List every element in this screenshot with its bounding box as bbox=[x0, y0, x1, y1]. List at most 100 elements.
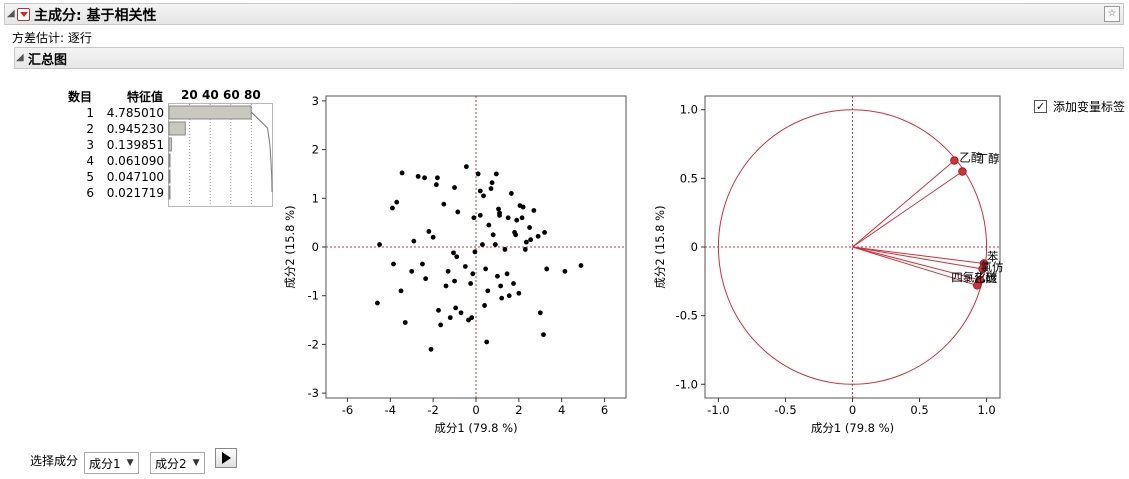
eigen-row-number: 1 bbox=[86, 106, 94, 120]
component-x-select[interactable]: 成分1 ▼ bbox=[84, 452, 139, 474]
score-point bbox=[433, 182, 439, 188]
score-point bbox=[537, 310, 543, 316]
col-number-header: 数目 bbox=[68, 90, 93, 104]
score-point bbox=[468, 281, 474, 286]
score-point bbox=[520, 204, 526, 210]
eigen-row-value: 0.021719 bbox=[106, 186, 164, 200]
collapse-triangle-icon[interactable]: ◢ bbox=[16, 52, 24, 63]
score-x-tick-label: 0 bbox=[472, 403, 479, 417]
score-point bbox=[506, 293, 512, 299]
eigen-bar bbox=[168, 185, 171, 200]
score-y-tick-label: 2 bbox=[312, 143, 319, 157]
score-point bbox=[544, 266, 550, 272]
score-point bbox=[531, 208, 537, 213]
component-y-select[interactable]: 成分2 ▼ bbox=[150, 452, 205, 474]
report-title: 主成分: 基于相关性 bbox=[34, 8, 157, 24]
loading-point bbox=[978, 264, 987, 274]
loading-y-tick-label: -1.0 bbox=[676, 377, 698, 391]
score-point bbox=[472, 249, 478, 255]
loading-y-tick-label: -0.5 bbox=[676, 309, 698, 323]
score-point bbox=[542, 229, 547, 235]
score-point bbox=[504, 271, 510, 277]
eigen-row-value: 0.945230 bbox=[106, 122, 164, 136]
loading-x-tick-label: 1.0 bbox=[977, 403, 995, 417]
score-point bbox=[458, 310, 464, 316]
pin-icon[interactable]: ☆ bbox=[1104, 6, 1120, 22]
score-plot: -6 -4 -2 0 2 4 6 -3 -2 -1 0 1 2 3 成分1 (79.8 %) 成分2 (15.… bbox=[283, 94, 627, 435]
loading-label: 四氯化碳 bbox=[951, 270, 997, 284]
bar-tick-60: 60 bbox=[223, 88, 240, 102]
score-y-tick-label: -3 bbox=[308, 386, 319, 400]
eigen-row-number: 5 bbox=[86, 170, 94, 184]
red-triangle-menu-button[interactable] bbox=[17, 8, 30, 21]
eigen-row-value: 4.785010 bbox=[106, 106, 164, 120]
score-point bbox=[490, 232, 496, 238]
eigen-row-number: 4 bbox=[86, 154, 94, 168]
score-point bbox=[513, 232, 519, 238]
eigen-bar bbox=[168, 169, 171, 184]
score-point bbox=[391, 261, 396, 267]
loading-y-tick-label: 0 bbox=[691, 240, 698, 254]
score-point bbox=[514, 217, 520, 223]
score-point bbox=[492, 242, 498, 247]
score-point bbox=[377, 242, 382, 247]
score-point bbox=[454, 254, 460, 260]
eigen-bar-chart bbox=[168, 103, 273, 207]
score-point bbox=[409, 268, 415, 274]
score-point bbox=[411, 238, 417, 244]
score-point bbox=[420, 261, 425, 267]
loading-label: 丁醇 bbox=[976, 152, 999, 166]
score-point bbox=[485, 288, 491, 294]
select-components-label: 选择成分 bbox=[30, 454, 79, 468]
score-point bbox=[482, 303, 487, 308]
score-point bbox=[423, 276, 429, 282]
score-point bbox=[505, 215, 511, 221]
summary-outline-header bbox=[14, 47, 1124, 69]
score-point bbox=[463, 164, 469, 170]
add-variable-labels-checkbox[interactable]: ✓ bbox=[1034, 100, 1047, 113]
loading-label: 乙醇 bbox=[959, 151, 982, 165]
collapse-triangle-icon[interactable]: ◢ bbox=[7, 8, 15, 19]
loading-point bbox=[950, 156, 959, 165]
score-y-tick-label: -1 bbox=[308, 289, 319, 303]
score-point bbox=[497, 210, 502, 216]
score-point bbox=[435, 175, 440, 181]
score-point bbox=[502, 247, 508, 252]
score-y-tick-label: 1 bbox=[312, 191, 319, 205]
score-point bbox=[498, 283, 504, 289]
score-point bbox=[428, 346, 434, 352]
loading-vector bbox=[852, 171, 963, 248]
cumulative-line bbox=[250, 111, 273, 193]
score-point bbox=[486, 222, 492, 228]
eigen-row-number: 6 bbox=[86, 186, 94, 200]
summary-title: 汇总图 bbox=[28, 53, 68, 68]
chevron-down-icon: ▼ bbox=[126, 458, 134, 468]
add-variable-labels-text: 添加变量标签 bbox=[1053, 100, 1126, 114]
score-point bbox=[508, 191, 514, 196]
score-point bbox=[436, 307, 441, 313]
loading-label: 乙醚 bbox=[974, 271, 997, 285]
chevron-down-icon: ▼ bbox=[192, 458, 200, 468]
outline-header bbox=[4, 3, 1124, 25]
score-point bbox=[398, 288, 404, 294]
loading-vector bbox=[852, 246, 978, 286]
score-y-tick-label: 3 bbox=[312, 94, 319, 108]
score-point bbox=[394, 199, 400, 205]
score-point bbox=[443, 283, 449, 289]
score-point bbox=[399, 170, 405, 176]
loading-x-tick-label: -1.0 bbox=[707, 403, 729, 417]
eigen-row-number: 2 bbox=[86, 122, 94, 136]
go-arrow-button[interactable] bbox=[215, 448, 237, 468]
score-point bbox=[496, 206, 501, 212]
bar-tick-40: 40 bbox=[202, 88, 219, 102]
score-point bbox=[451, 250, 456, 256]
loading-label: 苯 bbox=[987, 249, 999, 263]
score-point bbox=[535, 233, 541, 239]
loading-vector bbox=[852, 160, 955, 248]
eigen-bars bbox=[168, 105, 252, 200]
loading-vector bbox=[852, 246, 983, 270]
score-point bbox=[516, 290, 522, 296]
loading-point bbox=[973, 281, 982, 290]
score-point bbox=[489, 180, 495, 186]
loading-x-tick-label: 0.5 bbox=[910, 403, 928, 417]
